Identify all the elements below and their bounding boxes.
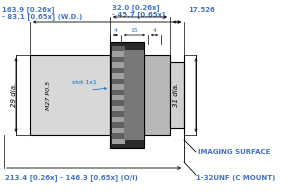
Bar [112, 95, 125, 100]
Bar [112, 133, 125, 139]
Bar [144, 55, 170, 135]
Text: M27 P0.5: M27 P0.5 [45, 81, 51, 110]
Bar [124, 50, 144, 140]
Text: - 45.7 [0.65x]: - 45.7 [0.65x] [112, 11, 165, 18]
Bar [30, 55, 110, 135]
Text: 17.526: 17.526 [188, 7, 215, 13]
Bar [112, 100, 125, 106]
Text: slot 1x1: slot 1x1 [72, 80, 97, 85]
Bar [112, 46, 125, 51]
Text: 31 dia.: 31 dia. [173, 83, 179, 107]
Text: 15: 15 [131, 28, 138, 33]
Text: 29 dia.: 29 dia. [11, 83, 17, 107]
Text: 4: 4 [113, 28, 117, 33]
Bar [112, 57, 125, 62]
Bar [112, 90, 125, 95]
Bar [112, 84, 125, 90]
Text: IMAGING SURFACE: IMAGING SURFACE [198, 149, 270, 155]
Bar [110, 42, 144, 148]
Text: 1-32UNF (C MOUNT): 1-32UNF (C MOUNT) [196, 175, 275, 181]
Bar [170, 62, 184, 128]
Bar [112, 128, 125, 133]
Bar [112, 73, 125, 79]
Text: 4: 4 [153, 28, 157, 33]
Bar [112, 111, 125, 117]
Text: 213.4 [0.26x] - 146.3 [0.65x] (O/I): 213.4 [0.26x] - 146.3 [0.65x] (O/I) [5, 175, 138, 181]
Bar [112, 139, 125, 144]
Bar [112, 106, 125, 111]
Bar [112, 79, 125, 84]
Bar [112, 117, 125, 122]
Bar [112, 62, 125, 68]
Bar [112, 51, 125, 57]
Text: 163.9 [0.26x]: 163.9 [0.26x] [2, 7, 54, 13]
Bar [112, 68, 125, 73]
Text: 32.0 [0.26x]: 32.0 [0.26x] [112, 4, 160, 11]
Text: - 83.1 [0.65x] (W.D.): - 83.1 [0.65x] (W.D.) [2, 14, 82, 21]
Bar [112, 122, 125, 128]
